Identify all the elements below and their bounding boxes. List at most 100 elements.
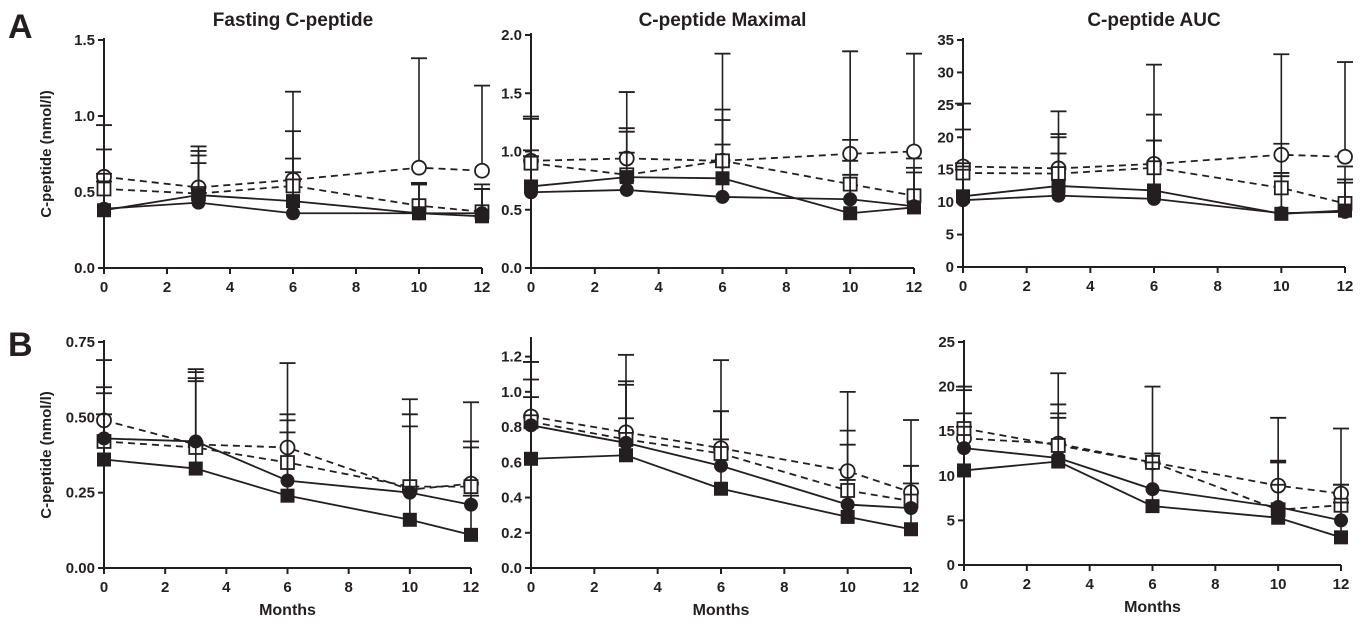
- y-tick-label: 1.5: [74, 32, 95, 49]
- y-tick-label: 0.2: [501, 525, 522, 542]
- y-tick-label: 35: [937, 32, 954, 49]
- panel-label-a: A: [8, 8, 33, 46]
- x-tick-label: 10: [842, 279, 859, 296]
- x-axis-label: Months: [259, 602, 316, 619]
- series-open-circle: [523, 50, 922, 169]
- series-line: [103, 185, 483, 213]
- data-point-filled-circle: [286, 206, 300, 221]
- y-tick-label: 1.0: [501, 144, 522, 161]
- y-axis-label: C-peptide (nmol/l): [38, 90, 55, 218]
- x-tick-label: 12: [903, 579, 920, 596]
- x-tick-label: 8: [352, 279, 360, 296]
- x-tick-label: 0: [527, 279, 535, 296]
- y-tick-label: 1.2: [501, 349, 522, 366]
- series-filled-square: [523, 396, 919, 537]
- y-tick-label: 0.5: [501, 202, 522, 219]
- data-point-filled-square: [840, 509, 855, 524]
- x-tick-label: 8: [782, 279, 790, 296]
- data-point-filled-circle: [619, 182, 634, 197]
- data-point-filled-square: [1147, 183, 1161, 198]
- x-tick-label: 12: [1337, 278, 1354, 295]
- y-tick-label: 25: [938, 334, 955, 351]
- data-point-filled-square: [97, 452, 111, 467]
- y-tick-label: 25: [937, 97, 954, 114]
- series-filled-circle: [523, 378, 919, 516]
- x-tick-label: 10: [1270, 576, 1287, 593]
- y-tick-label: 0.5: [74, 184, 95, 201]
- x-tick-label: 2: [161, 579, 169, 596]
- series-filled-square: [955, 136, 1353, 221]
- y-tick-label: 30: [937, 64, 954, 81]
- x-tick-label: 12: [906, 279, 923, 296]
- data-point-filled-square: [464, 527, 478, 542]
- data-point-filled-square: [904, 522, 918, 537]
- x-tick-label: 10: [1273, 278, 1290, 295]
- y-tick-label: 5: [946, 227, 954, 244]
- y-tick-label: 0.25: [66, 485, 95, 502]
- y-tick-label: 0.8: [501, 419, 522, 436]
- chart-5: 0 2 4 6 8 10 12 0.0 0.2 0.4 0.6 0.8 1.0 1.2 Months: [501, 337, 919, 619]
- x-tick-label: 8: [344, 579, 352, 596]
- chart-title: C-peptide AUC: [1087, 10, 1221, 31]
- x-axis-label: Months: [1124, 599, 1181, 616]
- x-tick-label: 10: [411, 279, 428, 296]
- series-line: [962, 166, 1346, 205]
- panel-label-b: B: [8, 326, 33, 364]
- data-point-filled-square: [524, 179, 538, 194]
- data-point-filled-square: [619, 448, 633, 463]
- chart-title: C-peptide Maximal: [639, 10, 807, 31]
- data-point-filled-square: [188, 461, 203, 476]
- y-tick-label: 20: [937, 129, 954, 146]
- x-tick-label: 4: [226, 279, 235, 296]
- data-point-open-circle: [411, 159, 427, 176]
- data-point-filled-square: [956, 189, 970, 204]
- y-tick-label: 5: [947, 512, 955, 529]
- y-tick-label: 1.5: [501, 85, 522, 102]
- x-tick-label: 8: [780, 579, 788, 596]
- y-tick-label: 0: [946, 259, 954, 276]
- y-tick-label: 20: [938, 379, 955, 396]
- y-tick-label: 15: [937, 162, 954, 179]
- x-tick-label: 6: [283, 579, 291, 596]
- y-tick-label: 0.4: [501, 490, 523, 507]
- series-line: [963, 437, 1342, 495]
- data-point-filled-square: [402, 512, 417, 527]
- data-point-open-circle: [474, 162, 490, 179]
- series-line: [103, 166, 483, 189]
- y-tick-label: 1.0: [74, 108, 95, 125]
- y-tick-label: 0.0: [501, 260, 522, 277]
- data-point-filled-square: [957, 463, 971, 478]
- y-tick-label: 0.00: [66, 560, 95, 577]
- x-tick-label: 0: [100, 279, 108, 296]
- y-tick-label: 0.0: [501, 560, 522, 577]
- y-tick-label: 1.0: [501, 384, 522, 401]
- y-tick-label: 15: [938, 423, 955, 440]
- series-line: [963, 427, 1342, 511]
- y-tick-label: 0: [947, 557, 955, 574]
- x-tick-label: 6: [1148, 576, 1156, 593]
- x-tick-label: 12: [474, 279, 491, 296]
- x-tick-label: 0: [100, 579, 108, 596]
- data-point-filled-square: [1051, 454, 1066, 469]
- data-point-filled-square: [843, 206, 858, 221]
- x-tick-label: 4: [222, 579, 231, 596]
- data-point-filled-square: [1051, 178, 1066, 193]
- plots-group: Fasting C-peptide 0 2 4 6 8 10 12 0.0 0.5 1.0 1.5 C-…: [38, 10, 1353, 619]
- x-tick-label: 2: [591, 279, 599, 296]
- series-line: [530, 150, 915, 162]
- chart-6: 0 2 4 6 8 10 12 0 5 10 15 20 25 Months: [938, 334, 1349, 616]
- data-point-filled-square: [524, 451, 538, 466]
- y-tick-label: 0.0: [74, 260, 95, 277]
- x-tick-label: 2: [1023, 576, 1031, 593]
- data-point-filled-square: [286, 194, 300, 209]
- series-filled-square: [96, 380, 479, 542]
- y-tick-label: 10: [938, 468, 955, 485]
- x-tick-label: 0: [960, 576, 968, 593]
- chart-title: Fasting C-peptide: [213, 10, 373, 31]
- data-point-filled-square: [1145, 499, 1160, 514]
- x-tick-label: 6: [289, 279, 297, 296]
- data-point-filled-square: [191, 188, 206, 203]
- x-tick-label: 4: [1085, 576, 1094, 593]
- series-filled-square: [956, 416, 1349, 545]
